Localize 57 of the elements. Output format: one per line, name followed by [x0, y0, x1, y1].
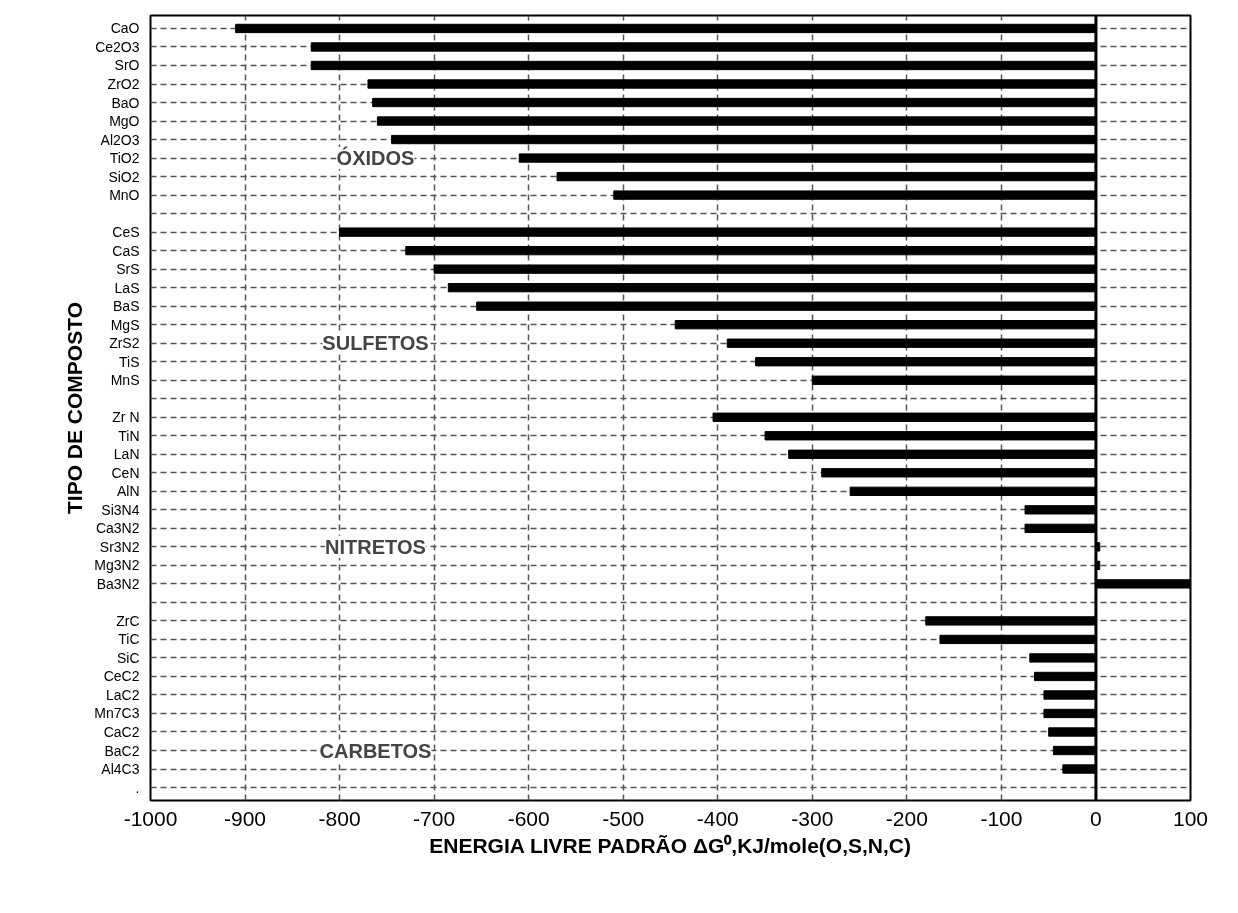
x-tick-label: -300: [791, 806, 834, 830]
y-tick-label: TiC: [118, 631, 140, 648]
y-tick-label: TiO2: [109, 150, 140, 167]
annotation: SULFETOS: [322, 332, 429, 355]
x-tick-label: 100: [1172, 806, 1209, 830]
y-tick-label: ZrC: [116, 612, 140, 629]
y-tick-label: Al2O3: [100, 131, 140, 148]
y-tick-label: CeC2: [103, 668, 140, 685]
y-tick-label: CeN: [111, 464, 140, 481]
annotation: NITRETOS: [325, 535, 426, 558]
y-tick-label: LaS: [114, 279, 140, 296]
x-tick-label: 0: [1090, 806, 1102, 830]
y-tick-label: MnO: [109, 187, 140, 204]
x-tick-label: -1000: [123, 806, 178, 830]
y-tick-label: SiO2: [108, 168, 140, 185]
y-tick-label: BaO: [111, 94, 140, 111]
x-tick-label: -800: [318, 806, 361, 830]
y-tick-label: Si3N4: [101, 501, 140, 518]
y-tick-label: BaS: [113, 298, 140, 315]
x-axis-title: ENERGIA LIVRE PADRÃO ΔG⁰,KJ/mole(O,S,N,C): [429, 833, 912, 857]
y-tick-label: Mn7C3: [94, 705, 140, 722]
y-tick-label: ZrO2: [107, 76, 140, 92]
y-tick-label: CaS: [112, 242, 140, 259]
x-tick-label: -200: [885, 806, 928, 830]
annotation: CARBETOS: [319, 739, 432, 762]
y-tick-label: Ce2O3: [95, 38, 140, 55]
y-tick-label: MgS: [110, 316, 140, 333]
y-tick-label: CeS: [112, 224, 140, 241]
y-tick-label: AlN: [116, 483, 140, 500]
y-tick-label: Ba3N2: [96, 575, 140, 592]
y-tick-label: CaC2: [103, 724, 140, 740]
y-tick-label: LaC2: [106, 686, 140, 703]
y-tick-label: Ca3N2: [95, 520, 140, 537]
y-tick-label: TiS: [119, 353, 140, 370]
y-tick-label: TiN: [118, 427, 140, 444]
x-tick-label: -400: [696, 806, 739, 830]
y-tick-label: MgO: [109, 113, 140, 130]
y-tick-label: SrS: [116, 261, 140, 278]
y-tick-label: Zr N: [112, 409, 140, 426]
y-axis-title: TIPO DE COMPOSTO: [63, 302, 87, 514]
y-tick-label: SiC: [116, 649, 140, 666]
y-tick-label: ZrS2: [109, 335, 140, 352]
y-tick-label: Al4C3: [101, 761, 140, 778]
y-tick-label: Mg3N2: [94, 557, 140, 574]
y-tick-label: CaO: [110, 20, 140, 37]
y-tick-label: BaC2: [104, 742, 140, 759]
x-tick-label: -900: [224, 806, 267, 830]
y-tick-label: LaN: [113, 446, 140, 463]
y-tick-label: SrO: [114, 57, 140, 74]
y-tick-label: MnS: [110, 372, 140, 389]
x-tick-label: -500: [602, 806, 645, 830]
x-tick-label: -700: [413, 806, 456, 830]
annotation: ÓXIDOS: [336, 146, 415, 170]
y-tick-label: .: [135, 779, 140, 796]
x-tick-label: -100: [980, 806, 1023, 830]
x-tick-label: -600: [507, 806, 550, 830]
y-tick-label: Sr3N2: [99, 538, 140, 555]
